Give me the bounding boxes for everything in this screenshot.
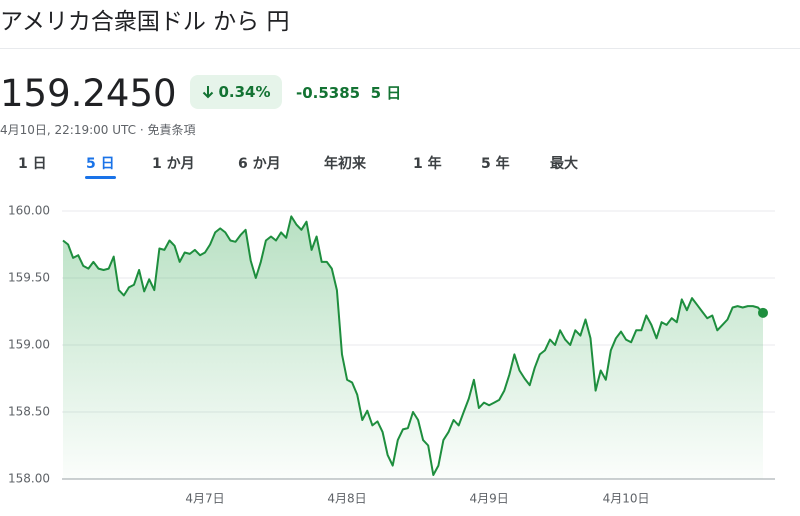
change-absolute: -0.5385	[296, 84, 361, 102]
range-tab[interactable]: 1 日	[18, 156, 47, 172]
title: アメリカ合衆国ドル から 円	[0, 9, 290, 35]
y-tick-label: 160.00	[8, 204, 50, 218]
timestamp: 4月10日, 22:19:00 UTC · 免責条項	[0, 123, 196, 137]
separator	[0, 48, 800, 49]
change-pill: 0.34%	[190, 75, 282, 109]
price: 159.2450	[0, 72, 177, 115]
x-tick-label: 4月9日	[469, 492, 508, 506]
range-tab[interactable]: 年初来	[324, 156, 366, 172]
range-tab[interactable]: 5 日	[86, 156, 115, 172]
range-tab[interactable]: 5 年	[481, 156, 510, 172]
active-underline	[85, 176, 116, 179]
range-tab[interactable]: 1 か月	[152, 156, 195, 172]
period: 5 日	[370, 84, 402, 102]
area	[63, 216, 763, 479]
y-tick-label: 159.00	[8, 338, 50, 352]
down-arrow	[203, 86, 214, 99]
y-tick-label: 158.00	[8, 472, 50, 486]
line	[62, 215, 764, 476]
range-tab[interactable]: 最大	[550, 156, 578, 172]
change: -0.5385 5 日	[296, 82, 401, 103]
x-tick-label: 4月10日	[603, 492, 650, 506]
change-percent: 0.34%	[218, 83, 271, 101]
x-tick-label: 4月8日	[327, 492, 366, 506]
range-tab[interactable]: 1 年	[413, 156, 442, 172]
range-tab[interactable]: 6 か月	[238, 156, 281, 172]
y-tick-label: 158.50	[8, 405, 50, 419]
end-marker	[758, 307, 768, 318]
x-tick-label: 4月7日	[185, 492, 224, 506]
y-tick-label: 159.50	[8, 271, 50, 285]
